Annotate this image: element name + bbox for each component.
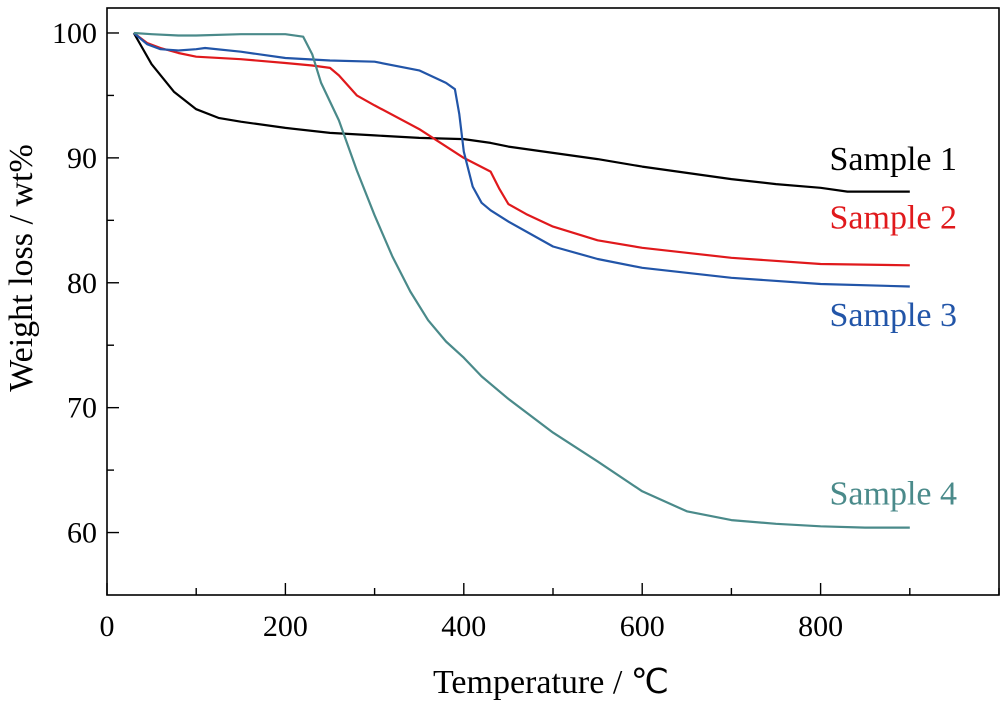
y-tick-label: 80 — [67, 267, 97, 300]
series-labels: Sample 1 Sample 2 Sample 3 Sample 4 — [830, 141, 957, 513]
x-tick-label: 400 — [441, 610, 486, 643]
series-label-2: Sample 2 — [830, 200, 957, 237]
y-axis-title: Weight loss / wt% — [3, 144, 40, 392]
series-label-1: Sample 1 — [830, 141, 957, 178]
series-line-3 — [133, 32, 910, 288]
x-axis-title: Temperature / ℃ — [433, 664, 669, 701]
series-line-2 — [133, 32, 910, 267]
series-line-4 — [133, 31, 910, 529]
y-tick-label: 100 — [52, 17, 97, 50]
y-axis-ticks: 60 70 80 90 100 — [52, 17, 119, 550]
series-lines — [132, 31, 910, 529]
y-tick-label: 60 — [67, 517, 97, 550]
series-label-4: Sample 4 — [830, 476, 957, 513]
x-tick-label: 200 — [263, 610, 308, 643]
x-tick-label: 0 — [100, 610, 115, 643]
y-tick-label: 70 — [67, 392, 97, 425]
x-tick-label: 600 — [620, 610, 665, 643]
series-label-3: Sample 3 — [830, 297, 957, 334]
series-line-1 — [132, 32, 910, 193]
x-axis-ticks: 0 200 400 600 800 — [100, 583, 1000, 643]
x-tick-label: 800 — [798, 610, 843, 643]
y-tick-label: 90 — [67, 142, 97, 175]
